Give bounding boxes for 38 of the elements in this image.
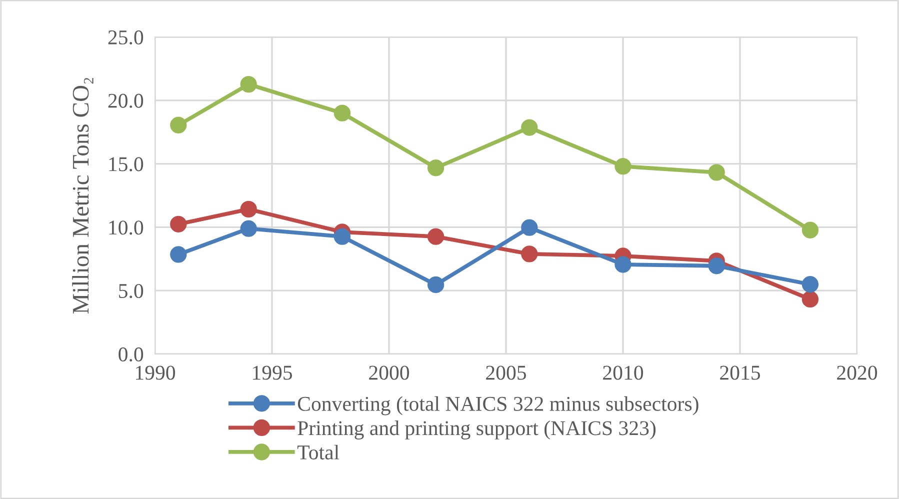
point: [170, 216, 187, 232]
point: [334, 228, 351, 245]
point: [427, 276, 444, 294]
y-tick-label: 10.0: [109, 220, 144, 235]
x-tick-label: 1990: [136, 366, 176, 380]
y-tick-label: 15.0: [109, 157, 144, 172]
x-tick-label: 2005: [486, 366, 526, 380]
y-tick-label: 25.0: [108, 30, 144, 45]
point: [614, 256, 632, 273]
point: [240, 200, 257, 218]
point: [614, 158, 632, 175]
x-tick-label: 2010: [603, 366, 644, 380]
x-tick-label: 2020: [837, 366, 878, 380]
point: [170, 246, 187, 263]
legend-label: Total: [297, 444, 340, 460]
point: [708, 164, 725, 181]
point: [240, 220, 257, 237]
y-axis-title: Million Metric Tons CO₂: [72, 78, 94, 314]
point: [521, 246, 538, 262]
y-tick-label: 5.0: [119, 284, 144, 298]
y-tick-label: 0.0: [118, 347, 144, 362]
point: [240, 76, 257, 93]
point: [708, 258, 725, 274]
point: [802, 290, 819, 308]
point: [521, 119, 538, 136]
point: [802, 222, 819, 238]
point: [802, 276, 819, 293]
x-tick-label: 1995: [253, 366, 292, 380]
point: [334, 104, 351, 122]
x-tick-label: 2015: [720, 366, 760, 380]
x-tick-label: 2000: [369, 366, 410, 380]
legend-label: Printing and printing support (NAICS 323): [298, 420, 656, 440]
legend-label: Converting (total NAICS 322 minus subsectors): [298, 396, 698, 416]
point: [170, 116, 187, 134]
point: [427, 228, 444, 245]
y-tick-label: 20.0: [108, 94, 144, 108]
point: [427, 160, 444, 176]
point: [521, 219, 538, 236]
